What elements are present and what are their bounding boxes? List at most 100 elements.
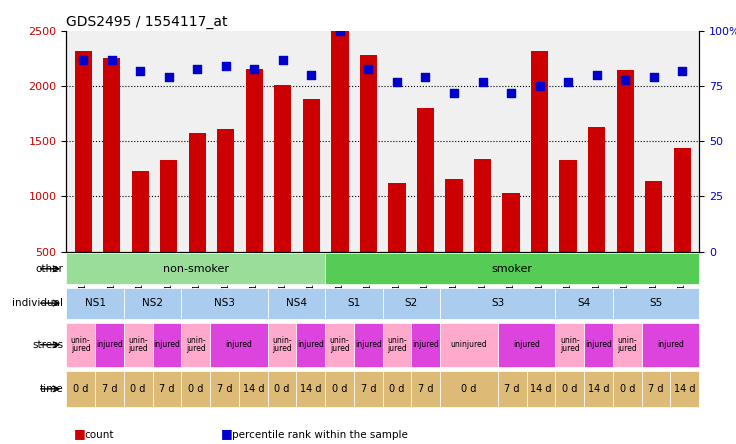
FancyBboxPatch shape: [411, 323, 440, 367]
Text: individual: individual: [12, 298, 63, 308]
FancyBboxPatch shape: [181, 323, 210, 367]
FancyBboxPatch shape: [498, 371, 526, 407]
Point: [591, 71, 603, 79]
FancyBboxPatch shape: [124, 288, 181, 318]
FancyBboxPatch shape: [642, 323, 699, 367]
Text: unin-
jured: unin- jured: [560, 336, 580, 353]
Point: [477, 78, 489, 85]
FancyBboxPatch shape: [124, 371, 152, 407]
Point: [562, 78, 574, 85]
FancyBboxPatch shape: [297, 323, 325, 367]
Text: 7 d: 7 d: [648, 384, 664, 394]
Text: 0 d: 0 d: [562, 384, 578, 394]
Bar: [217, 129, 235, 252]
Text: GDS2495 / 1554117_at: GDS2495 / 1554117_at: [66, 15, 227, 29]
FancyBboxPatch shape: [297, 371, 325, 407]
Bar: [331, 0, 349, 252]
Text: 0 d: 0 d: [332, 384, 347, 394]
FancyBboxPatch shape: [613, 323, 642, 367]
FancyBboxPatch shape: [325, 254, 699, 284]
Text: ■: ■: [74, 427, 85, 440]
Text: injured: injured: [154, 340, 180, 349]
Text: 14 d: 14 d: [242, 384, 264, 394]
FancyBboxPatch shape: [526, 371, 556, 407]
FancyBboxPatch shape: [556, 288, 613, 318]
Text: 7 d: 7 d: [102, 384, 117, 394]
Point: [648, 74, 659, 81]
FancyBboxPatch shape: [152, 323, 181, 367]
Text: NS2: NS2: [142, 298, 163, 308]
Text: 0 d: 0 d: [73, 384, 88, 394]
Text: 0 d: 0 d: [188, 384, 203, 394]
FancyBboxPatch shape: [239, 371, 268, 407]
Text: 0 d: 0 d: [275, 384, 290, 394]
Text: injured: injured: [412, 340, 439, 349]
FancyBboxPatch shape: [325, 371, 354, 407]
FancyBboxPatch shape: [325, 323, 354, 367]
FancyBboxPatch shape: [268, 323, 297, 367]
Text: unin-
jured: unin- jured: [71, 336, 91, 353]
FancyBboxPatch shape: [210, 323, 268, 367]
FancyBboxPatch shape: [268, 288, 325, 318]
Text: smoker: smoker: [492, 264, 533, 274]
FancyBboxPatch shape: [124, 323, 152, 367]
FancyBboxPatch shape: [66, 254, 325, 284]
Bar: [503, 193, 520, 252]
FancyBboxPatch shape: [411, 371, 440, 407]
FancyBboxPatch shape: [354, 323, 383, 367]
Text: S5: S5: [649, 298, 662, 308]
FancyBboxPatch shape: [670, 371, 699, 407]
Text: NS4: NS4: [286, 298, 307, 308]
FancyBboxPatch shape: [584, 371, 613, 407]
Bar: [445, 179, 462, 252]
Point: [334, 28, 346, 35]
Point: [163, 74, 174, 81]
Point: [277, 56, 289, 63]
Bar: [75, 51, 92, 252]
FancyBboxPatch shape: [613, 371, 642, 407]
Text: unin-
jured: unin- jured: [272, 336, 292, 353]
Text: other: other: [35, 264, 63, 274]
Bar: [474, 159, 491, 252]
Text: 14 d: 14 d: [674, 384, 696, 394]
Point: [448, 89, 460, 96]
FancyBboxPatch shape: [354, 371, 383, 407]
Text: NS3: NS3: [214, 298, 235, 308]
Text: 0 d: 0 d: [461, 384, 477, 394]
Text: 14 d: 14 d: [530, 384, 552, 394]
FancyBboxPatch shape: [383, 371, 411, 407]
Point: [363, 65, 375, 72]
Bar: [417, 108, 434, 252]
Bar: [246, 68, 263, 252]
Bar: [645, 181, 662, 252]
Text: 0 d: 0 d: [389, 384, 405, 394]
Bar: [160, 160, 177, 252]
Bar: [389, 183, 406, 252]
FancyBboxPatch shape: [268, 371, 297, 407]
Point: [135, 67, 146, 74]
Bar: [559, 160, 576, 252]
Text: ■: ■: [221, 427, 233, 440]
Point: [191, 65, 203, 72]
Text: 0 d: 0 d: [130, 384, 146, 394]
Point: [420, 74, 431, 81]
Text: 7 d: 7 d: [418, 384, 434, 394]
Text: S1: S1: [347, 298, 361, 308]
Text: S2: S2: [405, 298, 418, 308]
Bar: [132, 171, 149, 252]
Bar: [103, 58, 121, 252]
Bar: [531, 51, 548, 252]
FancyBboxPatch shape: [66, 371, 95, 407]
Point: [77, 56, 89, 63]
Point: [220, 63, 232, 70]
FancyBboxPatch shape: [325, 288, 383, 318]
FancyBboxPatch shape: [383, 323, 411, 367]
FancyBboxPatch shape: [440, 288, 556, 318]
FancyBboxPatch shape: [152, 371, 181, 407]
FancyBboxPatch shape: [440, 323, 498, 367]
Text: injured: injured: [225, 340, 252, 349]
Text: injured: injured: [585, 340, 612, 349]
Text: injured: injured: [297, 340, 325, 349]
Text: unin-
jured: unin- jured: [387, 336, 407, 353]
Point: [305, 71, 317, 79]
